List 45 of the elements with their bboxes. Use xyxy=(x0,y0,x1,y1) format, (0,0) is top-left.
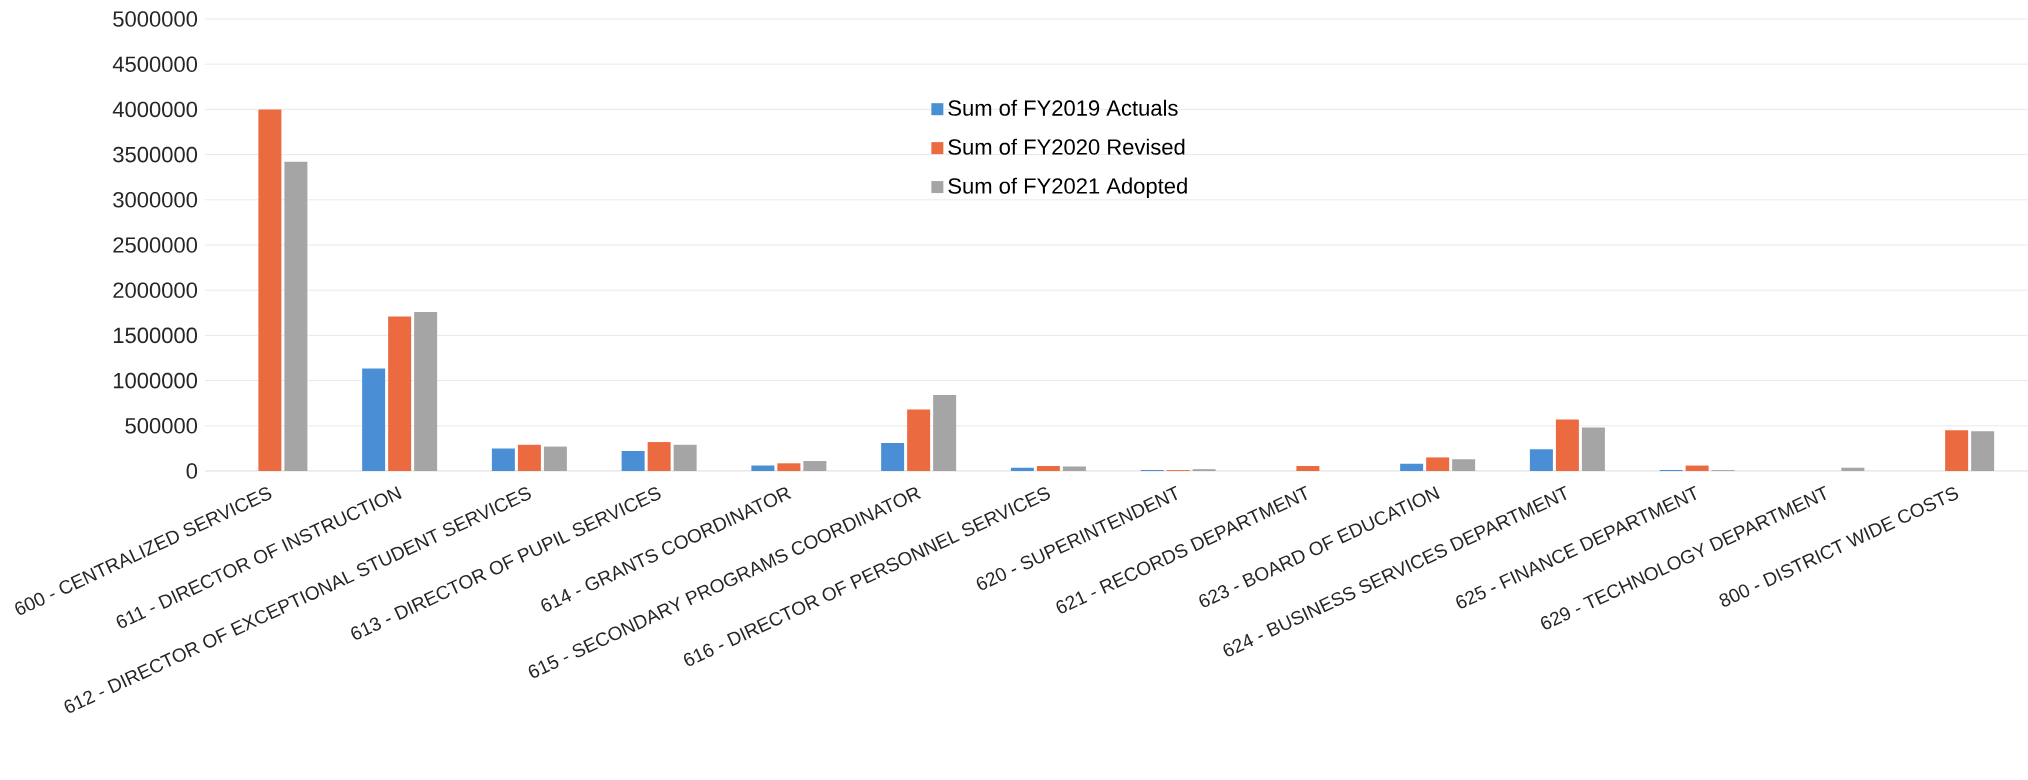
legend-label: Sum of FY2021 Adopted xyxy=(948,177,1187,199)
y-tick-label: 500000 xyxy=(125,418,198,434)
y-tick-label: 0 xyxy=(186,463,198,479)
legend-label: Sum of FY2019 Actuals xyxy=(948,99,1178,116)
y-tick-label: 1500000 xyxy=(113,327,198,344)
y-tick-label: 4000000 xyxy=(112,101,198,118)
y-tick-label: 2000000 xyxy=(113,282,198,298)
bar xyxy=(803,461,827,471)
bar xyxy=(362,368,386,471)
bar xyxy=(414,311,438,471)
bar xyxy=(1685,465,1709,471)
bar xyxy=(1555,419,1579,471)
y-tick-label: 5000000 xyxy=(113,11,198,27)
bar xyxy=(1062,466,1086,471)
bar xyxy=(621,451,645,471)
bar xyxy=(284,161,308,471)
bar xyxy=(1010,467,1034,471)
bar xyxy=(1841,467,1865,471)
bar xyxy=(1036,466,1060,471)
bar xyxy=(543,446,567,471)
bar xyxy=(388,316,412,471)
bar xyxy=(258,109,282,471)
bar xyxy=(1581,427,1605,471)
bar xyxy=(1452,459,1476,471)
y-tick-label: 2500000 xyxy=(113,237,198,253)
y-tick-label: 3500000 xyxy=(113,146,198,163)
bar xyxy=(1971,431,1995,471)
bar xyxy=(933,395,957,471)
bar xyxy=(491,448,515,471)
bar xyxy=(1400,463,1424,471)
y-tick-label: 4500000 xyxy=(112,56,198,72)
bar xyxy=(1529,449,1553,471)
bar xyxy=(673,444,697,471)
bar xyxy=(517,444,541,471)
bar xyxy=(751,465,775,471)
bar xyxy=(1296,466,1320,471)
bar xyxy=(907,409,931,471)
y-tick-label: 3000000 xyxy=(113,192,198,208)
bar xyxy=(881,442,905,471)
bar xyxy=(1426,457,1450,471)
legend-label: Sum of FY2020 Revised xyxy=(948,138,1185,155)
bar xyxy=(1945,430,1969,471)
y-tick-label: 1000000 xyxy=(113,372,198,389)
bar xyxy=(647,442,671,471)
bar xyxy=(777,463,801,471)
